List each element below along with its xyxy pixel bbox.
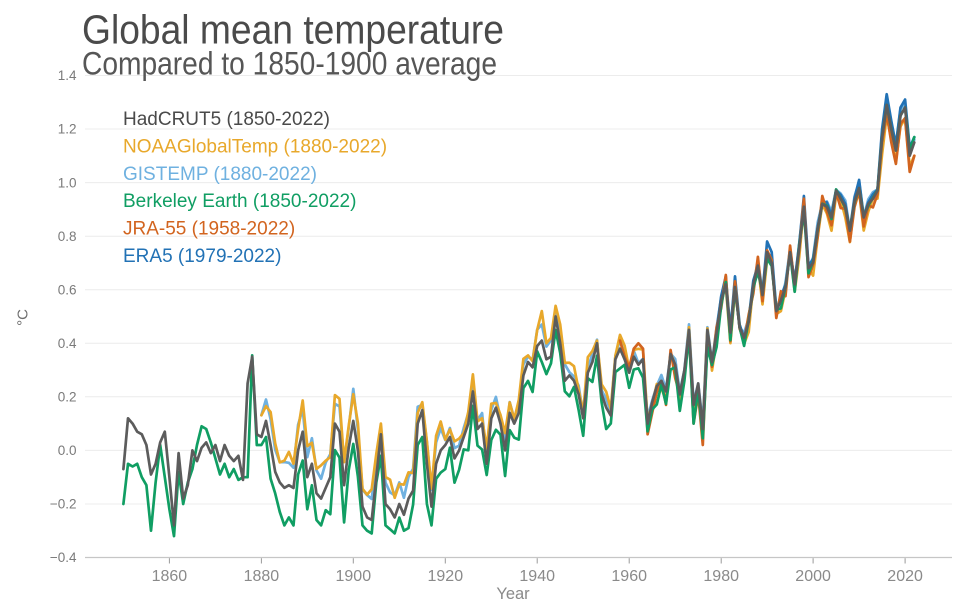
- svg-text:2000: 2000: [795, 568, 831, 585]
- svg-text:JRA-55 (1958-2022): JRA-55 (1958-2022): [123, 219, 295, 240]
- svg-text:1.2: 1.2: [58, 122, 77, 137]
- svg-text:Global mean temperature: Global mean temperature: [82, 7, 504, 53]
- svg-text:1960: 1960: [611, 568, 647, 585]
- svg-text:1860: 1860: [152, 568, 188, 585]
- svg-text:2020: 2020: [887, 568, 923, 585]
- svg-text:°C: °C: [15, 309, 32, 326]
- svg-text:−0.2: −0.2: [50, 497, 77, 512]
- svg-text:1980: 1980: [703, 568, 739, 585]
- svg-text:Year: Year: [496, 585, 530, 603]
- svg-text:1.4: 1.4: [58, 68, 77, 83]
- svg-text:1920: 1920: [428, 568, 464, 585]
- svg-text:1940: 1940: [519, 568, 555, 585]
- svg-text:Compared to 1850-1900 average: Compared to 1850-1900 average: [82, 46, 497, 82]
- svg-text:0.8: 0.8: [58, 229, 77, 244]
- svg-text:HadCRUT5 (1850-2022): HadCRUT5 (1850-2022): [123, 109, 330, 130]
- svg-text:0.4: 0.4: [58, 336, 77, 351]
- svg-text:ERA5 (1979-2022): ERA5 (1979-2022): [123, 246, 281, 267]
- svg-text:1900: 1900: [336, 568, 372, 585]
- svg-text:−0.4: −0.4: [50, 550, 77, 565]
- svg-text:0.0: 0.0: [58, 443, 77, 458]
- svg-text:GISTEMP (1880-2022): GISTEMP (1880-2022): [123, 164, 317, 185]
- svg-text:Berkeley Earth (1850-2022): Berkeley Earth (1850-2022): [123, 191, 356, 212]
- svg-text:0.6: 0.6: [58, 282, 77, 297]
- svg-text:NOAAGlobalTemp (1880-2022): NOAAGlobalTemp (1880-2022): [123, 136, 387, 157]
- svg-text:1.0: 1.0: [58, 175, 77, 190]
- svg-text:0.2: 0.2: [58, 390, 77, 405]
- svg-text:1880: 1880: [244, 568, 280, 585]
